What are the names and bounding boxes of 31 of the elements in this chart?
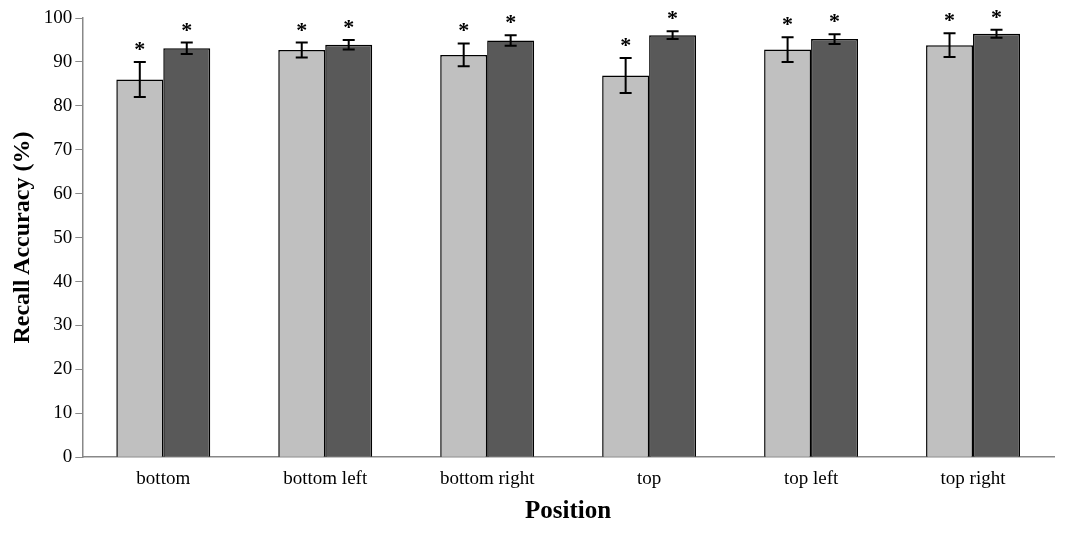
annotation: * bbox=[991, 3, 1003, 29]
y-tick-label: 60 bbox=[53, 181, 73, 203]
y-tick-label: 50 bbox=[53, 225, 73, 247]
x-tick-label: bottom bbox=[136, 466, 191, 488]
annotation: * bbox=[620, 31, 632, 57]
x-tick-label: top left bbox=[783, 466, 839, 488]
annotation: * bbox=[505, 9, 517, 35]
x-tick-label: top bbox=[636, 466, 662, 488]
y-tick-label: 0 bbox=[62, 445, 73, 467]
x-tick-label: bottom left bbox=[283, 466, 368, 488]
annotation: * bbox=[296, 16, 308, 42]
annotation: * bbox=[134, 35, 146, 61]
y-tick-label: 70 bbox=[53, 137, 73, 159]
annotation: * bbox=[944, 7, 956, 33]
y-tick-label: 80 bbox=[53, 93, 73, 115]
annotation: * bbox=[782, 11, 794, 37]
y-axis-title: Recall Accuracy (%) bbox=[7, 131, 34, 344]
y-tick-label: 90 bbox=[53, 49, 73, 71]
annotation: * bbox=[458, 17, 470, 43]
y-tick-label: 40 bbox=[53, 269, 73, 291]
x-tick-label: bottom right bbox=[439, 466, 536, 488]
annotation: * bbox=[343, 13, 355, 39]
annotation: * bbox=[829, 8, 841, 34]
y-tick-label: 30 bbox=[53, 313, 73, 335]
x-axis-title: Position bbox=[525, 496, 612, 524]
annotation: * bbox=[181, 16, 193, 42]
y-tick-label: 10 bbox=[53, 401, 73, 423]
y-tick-label: 100 bbox=[43, 5, 73, 27]
x-tick-label: top right bbox=[940, 466, 1007, 488]
annotation: * bbox=[667, 5, 679, 31]
y-tick-label: 20 bbox=[53, 357, 73, 379]
